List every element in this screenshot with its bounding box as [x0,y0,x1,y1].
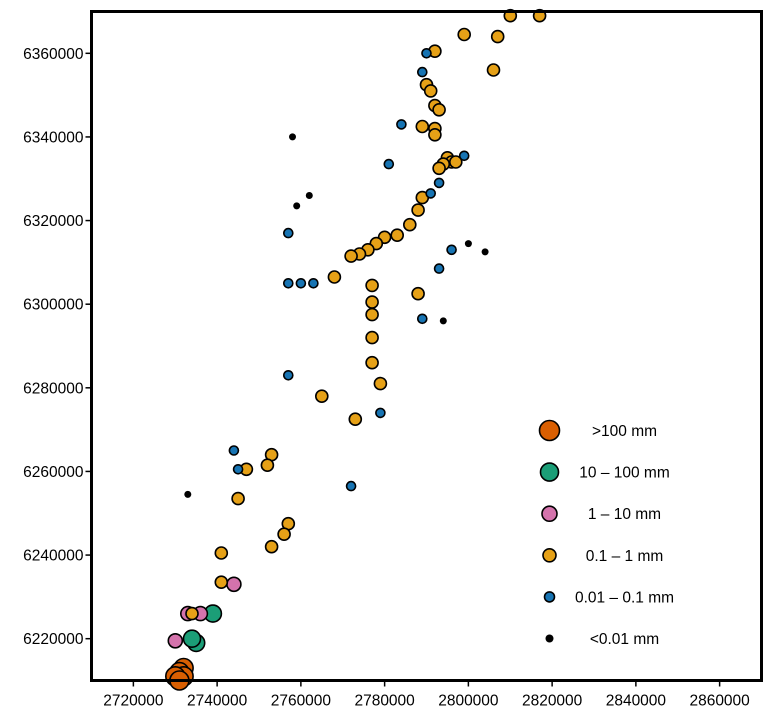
data-point-c3-16 [448,155,463,169]
data-point-c2-3 [458,150,470,162]
data-point-c2-4 [383,158,395,170]
data-point-c1-1 [305,192,313,199]
x-tick-label-5: 2820000 [522,693,583,710]
legend-label-c3: 0.1 – 1 mm [586,548,664,565]
x-tick-label-1: 2740000 [187,693,248,710]
y-tick-label-2: 6260000 [23,464,84,481]
x-tick-label-2: 2760000 [271,693,332,710]
legend-marker-c2 [543,591,556,603]
data-point-c3-3 [490,29,505,44]
legend: >100 mm 10 – 100 mm 1 – 10 mm 0.1 – 1 mm 0.0… [538,419,674,648]
plot-frame [90,10,763,682]
data-point-c1-5 [439,317,447,325]
data-point-c2-2 [396,119,407,130]
data-point-c3-19 [411,203,425,217]
data-point-c2-0 [421,47,432,59]
data-point-c3-42 [277,527,291,542]
data-point-c3-20 [402,217,417,232]
data-point-c3-5 [486,63,501,77]
y-tick-label-0: 6220000 [23,631,84,648]
data-point-c4-2 [226,576,242,593]
data-point-c2-17 [232,463,244,475]
data-point-c3-35 [314,389,329,404]
data-point-c3-32 [365,330,379,345]
data-point-c3-31 [411,286,425,301]
data-point-c1-4 [481,248,489,256]
data-point-c2-1 [416,66,428,78]
data-point-c2-14 [282,369,294,381]
data-point-c2-6 [425,188,437,199]
data-point-c2-5 [433,177,445,189]
data-point-c3-29 [365,295,379,309]
legend-marker-c1 [545,634,554,643]
axes-layer: 2720000 2740000 2760000 2780000 2800000 28200… [23,46,750,710]
data-point-c1-0 [289,133,296,141]
data-point-c4-3 [167,632,184,649]
data-point-c3-38 [260,458,275,473]
data-point-c2-13 [416,313,428,325]
y-tick-label-4: 6300000 [23,297,84,314]
data-point-c3-9 [432,103,446,117]
legend-label-c2: 0.01 – 0.1 mm [575,589,674,606]
data-point-c5-2 [182,629,202,649]
data-point-c3-30 [365,307,379,322]
y-tick-label-7: 6360000 [23,46,84,63]
points-layer [165,8,547,691]
data-point-c2-7 [282,227,294,239]
data-point-c1-3 [464,240,472,248]
data-point-c2-11 [295,277,307,289]
legend-marker-c6 [538,419,561,442]
data-point-c3-12 [428,128,442,142]
legend-label-c4: 1 – 10 mm [588,506,661,523]
legend-label-c1: <0.01 mm [590,631,659,648]
y-tick-label-3: 6280000 [23,380,84,397]
x-tick-label-7: 2860000 [689,693,750,710]
data-point-c3-36 [348,412,363,427]
data-point-c1-2 [293,202,301,210]
data-point-c3-34 [373,376,388,391]
data-point-c2-8 [446,244,457,256]
data-point-c2-9 [433,263,445,274]
data-point-c3-26 [344,249,358,263]
data-point-c2-15 [375,407,386,419]
legend-label-c6: >100 mm [592,423,657,440]
data-point-c3-46 [185,606,199,621]
data-point-c3-7 [423,84,438,98]
y-tick-label-5: 6320000 [23,213,84,230]
legend-marker-c5 [539,462,560,482]
x-tick-label-6: 2840000 [606,693,667,710]
legend-label-c5: 10 – 100 mm [579,465,669,482]
x-tick-label-0: 2720000 [103,693,164,710]
data-point-c3-2 [457,27,472,42]
data-point-c1-6 [184,490,192,498]
x-tick-label-3: 2780000 [354,693,415,710]
data-point-c3-43 [264,539,279,554]
y-tick-label-1: 6240000 [23,548,84,565]
data-point-c2-10 [282,277,294,289]
legend-marker-c4 [541,505,558,523]
data-point-c3-44 [214,546,229,560]
legend-marker-c3 [542,547,557,563]
y-tick-label-6: 6340000 [23,129,84,146]
x-tick-label-4: 2800000 [438,693,499,710]
data-point-c3-33 [365,355,379,370]
data-point-c3-10 [415,119,430,134]
data-point-c3-27 [327,270,342,284]
data-point-c2-18 [345,480,357,492]
data-point-c3-17 [432,161,446,176]
data-point-c3-40 [231,491,245,506]
data-point-c3-28 [365,278,379,293]
data-point-c2-12 [308,277,319,289]
data-point-c3-21 [390,228,405,242]
data-point-c3-45 [214,575,229,590]
data-point-c2-16 [228,445,240,456]
